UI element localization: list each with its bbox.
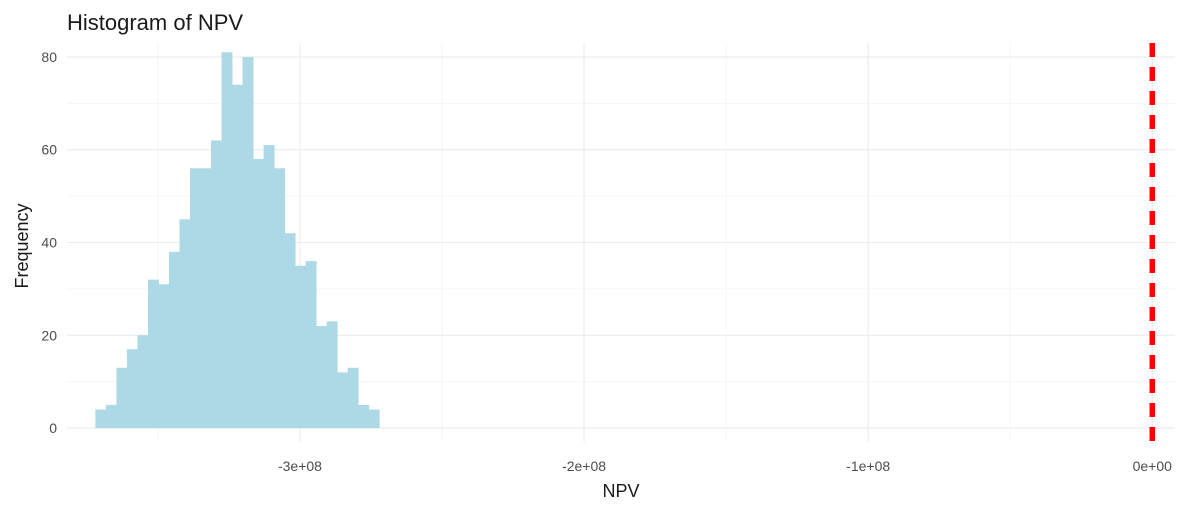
histogram-bar	[347, 367, 359, 429]
y-tick-label: 60	[41, 142, 57, 158]
y-tick-label: 40	[41, 235, 57, 251]
y-axis-ticks: 0 20 40 60 80	[41, 49, 57, 436]
histogram-bar	[200, 168, 212, 429]
histogram-bar	[316, 326, 328, 429]
histogram-bar	[253, 158, 264, 429]
histogram-bar	[368, 409, 380, 429]
histogram-bar	[337, 372, 349, 429]
x-axis-ticks: -3e+08 -2e+08 -1e+08 0e+00	[278, 458, 1172, 474]
histogram-bar	[158, 284, 170, 429]
chart-title: Histogram of NPV	[67, 10, 243, 35]
histogram-bar	[305, 261, 317, 429]
y-tick-label: 80	[41, 49, 57, 65]
histogram-bar	[274, 168, 286, 429]
histogram-bar	[263, 145, 275, 429]
y-tick-label: 20	[41, 327, 57, 343]
histogram-bar	[105, 404, 117, 429]
histogram-bar	[179, 219, 191, 429]
histogram-bar	[358, 404, 370, 429]
histogram-bar	[190, 168, 201, 429]
histogram-bar	[284, 233, 296, 429]
histogram-bar	[137, 335, 149, 429]
y-tick-label: 0	[49, 420, 57, 436]
histogram-bar	[116, 367, 128, 429]
bars-layer	[95, 52, 380, 429]
histogram-bar	[168, 251, 180, 429]
x-tick-label: -2e+08	[562, 458, 606, 474]
x-tick-label: -3e+08	[278, 458, 322, 474]
histogram-bar	[232, 84, 243, 429]
histogram-bar	[147, 279, 159, 429]
x-tick-label: 0e+00	[1133, 458, 1173, 474]
x-axis-title: NPV	[602, 481, 639, 501]
x-tick-label: -1e+08	[846, 458, 890, 474]
histogram-bar	[126, 349, 138, 429]
histogram-bar	[242, 56, 254, 429]
histogram-bar	[295, 265, 307, 429]
histogram-bar	[95, 409, 107, 429]
histogram-bar	[221, 52, 233, 429]
histogram-bar	[211, 140, 222, 429]
y-axis-title: Frequency	[12, 203, 32, 288]
histogram-bar	[326, 321, 338, 429]
